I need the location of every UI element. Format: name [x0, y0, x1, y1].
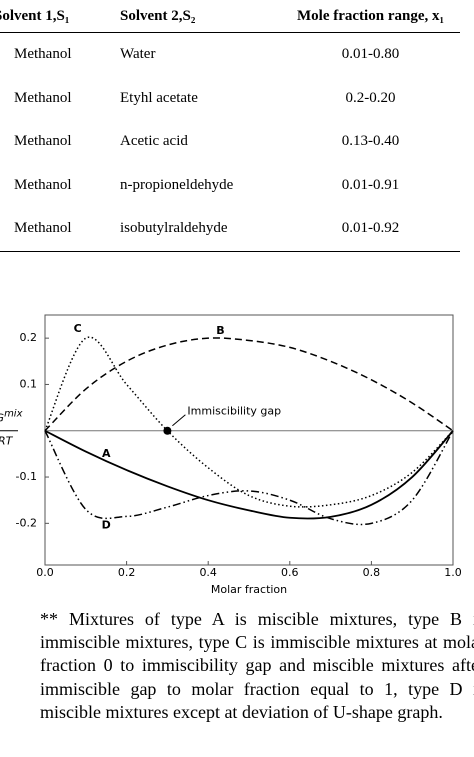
series-line — [44, 430, 454, 526]
table-cell: 0.01-0.91 — [341, 176, 400, 193]
caption: ** Mixtures of type A is miscible mixtur… — [40, 609, 474, 722]
table-cell: 0.01-0.92 — [281, 207, 460, 252]
annotation-text: Immiscibility gap — [187, 405, 281, 418]
annotation-arrow — [172, 414, 186, 427]
table-cell: Methanol — [14, 133, 72, 150]
y-label-num: ΔG — [0, 412, 4, 425]
x-tick-label: 0.2 — [118, 566, 136, 579]
table-cell: 0.13-0.40 — [341, 133, 400, 150]
table-cell: 0.2-0.20 — [345, 89, 396, 106]
table-cell: Acetic acid — [120, 133, 188, 150]
table-row: Methanol Etyhl acetate 0.2-0.20 — [0, 77, 460, 121]
annotation-point — [163, 426, 172, 435]
table-cell: Methanol — [14, 46, 72, 63]
table-cell: n-propioneldehyde — [120, 176, 234, 193]
table-row: Methanol Water 0.01-0.80 — [0, 33, 460, 77]
x-axis-label: Molar fraction — [211, 583, 287, 596]
series-label: C — [74, 322, 82, 335]
series-line — [44, 336, 454, 508]
x-tick-label: 0.8 — [363, 566, 381, 579]
x-tick-label: 0.4 — [199, 566, 217, 579]
table-cell: 0.01-0.80 — [341, 46, 400, 63]
table-row: Methanol Acetic acid 0.13-0.40 — [0, 120, 460, 164]
table-row: Methanol isobutylraldehyde 0.01-0.92 — [0, 207, 460, 252]
series-label: D — [102, 519, 111, 532]
y-axis-label: ΔGmix — [0, 409, 23, 425]
y-tick-label: 0.1 — [20, 377, 38, 390]
plot-frame — [44, 314, 454, 566]
table-cell: isobutylraldehyde — [119, 207, 281, 252]
y-tick-label: -0.2 — [16, 516, 37, 529]
series-line — [44, 337, 454, 432]
solvent-table: Solvent 1,S₁ Solvent 2,S₂ Mole fraction … — [0, 0, 460, 252]
table-cell: Methanol — [14, 89, 72, 106]
x-tick-label: 1.0 — [444, 566, 462, 579]
table-cell: Methanol — [14, 176, 72, 193]
series-label: A — [102, 447, 111, 460]
header-cell: Mole fraction range, x₁ — [281, 0, 460, 33]
chart: -0.2 -0.1 0.1 0.2 0.0 0.2 0.4 0.6 0.8 1.0 Molar fr… — [0, 314, 462, 596]
y-tick-label: 0.2 — [20, 331, 38, 344]
y-label-den: RT — [0, 435, 14, 448]
header-cell: Solvent 2,S₂ — [119, 0, 281, 33]
y-label-sup: mix — [4, 409, 23, 420]
series-label: B — [216, 324, 224, 337]
header-cell: Solvent 1,S₁ — [0, 0, 119, 33]
table-cell: Water — [120, 46, 156, 63]
y-tick-label: -0.1 — [16, 470, 37, 483]
table-cell: Etyhl acetate — [120, 89, 198, 106]
header-row: Solvent 1,S₁ Solvent 2,S₂ Mole fraction … — [0, 0, 460, 33]
x-tick-label: 0.0 — [36, 566, 54, 579]
table-row: Methanol n-propioneldehyde 0.01-0.91 — [0, 164, 460, 208]
table-cell: Methanol — [0, 207, 119, 252]
x-tick-label: 0.6 — [281, 566, 299, 579]
series-line — [44, 429, 454, 520]
